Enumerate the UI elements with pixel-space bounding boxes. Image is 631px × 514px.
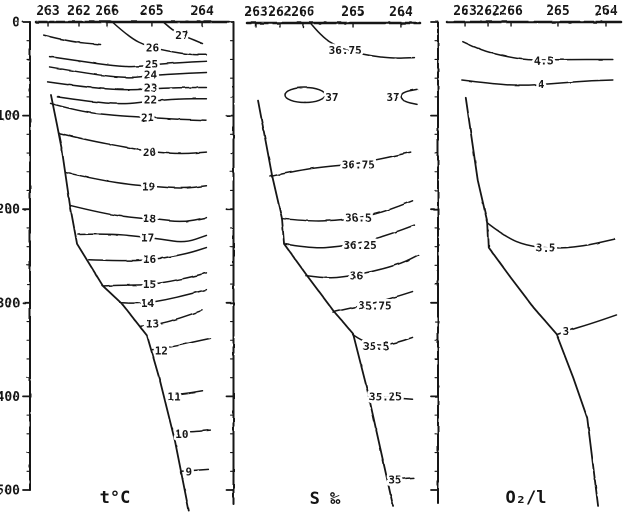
contour-label-13: 13 (146, 317, 159, 330)
contour-line-12 (151, 337, 212, 351)
station-label: 266 (95, 4, 119, 19)
contour-label-35: 35 (388, 474, 401, 487)
contour-label-37: 37 (325, 91, 338, 104)
contour-line-21 (49, 102, 208, 122)
contour-label-9: 9 (185, 465, 192, 478)
station-label: 264 (389, 5, 413, 20)
contour-line-24 (48, 66, 208, 79)
contour-label-4.5: 4.5 (534, 54, 554, 67)
station-label: 266 (291, 5, 315, 20)
contour-label-36.5: 36.5 (345, 212, 372, 225)
station-label: 264 (190, 4, 214, 19)
contour-label-11: 11 (167, 390, 181, 403)
contour-label-37: 37 (386, 91, 399, 104)
contour-line-36.75 (269, 151, 412, 178)
contour-line-4 (461, 79, 614, 86)
station-label: 266 (499, 4, 523, 19)
contour-line-23 (46, 81, 208, 91)
contour-line-25 (48, 55, 208, 68)
contour-label-14: 14 (141, 297, 155, 310)
contour-line-11 (166, 390, 204, 397)
contour-label-22: 22 (144, 94, 157, 107)
contour-label-18: 18 (143, 213, 156, 226)
contour-line-3 (555, 314, 618, 336)
contour-line-37 (400, 88, 418, 106)
contour-label-24: 24 (144, 68, 158, 81)
station-label: 265 (546, 4, 569, 19)
contour-label-36.75: 36.75 (342, 158, 375, 171)
contour-label-35.5: 35.5 (363, 340, 390, 353)
station-label: 263 (453, 4, 476, 19)
contour-line-26 (111, 21, 208, 56)
contour-label-19: 19 (142, 181, 155, 194)
contour-line-3.5 (486, 222, 616, 249)
seafloor-line (50, 94, 190, 512)
station-label: 263 (36, 4, 59, 19)
depth-label: 100 (0, 109, 20, 124)
contour-label-3: 3 (563, 325, 570, 338)
contour-line-36.5 (280, 200, 414, 222)
panel-title-salinity: S ‰ (310, 489, 341, 509)
contour-label-16: 16 (143, 253, 157, 266)
station-label: 262 (67, 4, 90, 19)
contour-label-35.75: 35.75 (359, 300, 392, 313)
station-label: 263 (244, 5, 267, 20)
contour-line-18 (69, 204, 208, 223)
contour-line-13 (139, 309, 204, 327)
contour-line-36.75 (308, 21, 416, 59)
contour-label-3.5: 3.5 (536, 242, 556, 255)
depth-label: 300 (0, 296, 20, 311)
contour-label-21: 21 (141, 111, 155, 124)
contour-label-20: 20 (143, 146, 156, 159)
contour-line-22 (56, 96, 208, 105)
panel-title-temperature: t°C (100, 488, 131, 508)
contour-line-35.5 (351, 333, 414, 346)
station-label: 262 (476, 4, 499, 19)
contour-line-unlabeled (42, 34, 102, 46)
contour-label-12: 12 (155, 345, 168, 358)
depth-label: 500 (0, 484, 20, 499)
contour-label-25: 25 (145, 58, 158, 71)
contour-line-27 (162, 21, 204, 45)
contour-ellipse-37 (284, 86, 326, 104)
contour-line-35 (389, 477, 415, 481)
station-label: 265 (341, 5, 364, 20)
contour-label-15: 15 (143, 278, 156, 291)
contour-line-10 (175, 429, 212, 433)
contour-line-4.5 (462, 40, 614, 61)
panel-title-oxygen: O₂/l (506, 488, 547, 508)
contour-label-23: 23 (144, 82, 157, 95)
depth-label: 400 (0, 390, 20, 405)
depth-label: 0 (12, 16, 20, 31)
contour-label-10: 10 (175, 428, 188, 441)
contour-line-35.75 (332, 290, 414, 313)
contour-line-16 (88, 246, 208, 262)
seafloor-line (257, 99, 394, 507)
contour-label-26: 26 (146, 41, 160, 54)
contour-line-36 (305, 254, 419, 279)
station-label: 262 (268, 5, 291, 20)
seafloor-line (464, 96, 599, 507)
contour-label-36: 36 (350, 270, 364, 283)
station-label: 264 (594, 4, 618, 19)
contour-line-9 (180, 468, 210, 473)
contour-label-36.25: 36.25 (344, 239, 377, 252)
contour-label-36.75: 36.75 (329, 44, 362, 57)
contour-line-20 (58, 132, 208, 155)
contour-label-27: 27 (175, 29, 188, 42)
contour-line-14 (119, 288, 208, 304)
station-label: 265 (140, 4, 163, 19)
contour-line-19 (65, 171, 208, 189)
contour-line-15 (101, 272, 208, 287)
contour-line-36.25 (283, 224, 416, 249)
contour-label-17: 17 (141, 231, 154, 244)
contour-line-35.25 (369, 393, 414, 400)
contour-label-4: 4 (538, 78, 545, 91)
depth-label: 200 (0, 203, 20, 218)
contour-line-17 (77, 233, 208, 243)
contour-label-35.25: 35.25 (369, 390, 402, 403)
